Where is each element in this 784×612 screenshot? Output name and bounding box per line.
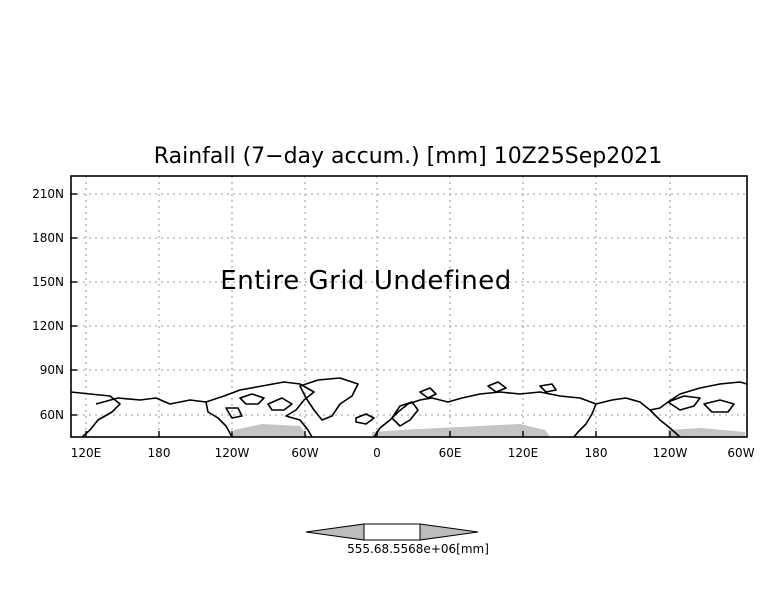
colorbar-left-arrow bbox=[305, 523, 365, 541]
coastline-asia-west bbox=[70, 391, 121, 438]
gridlines bbox=[71, 176, 747, 437]
colorbar-label: 555.68.5568e+06[mm] bbox=[347, 542, 489, 556]
coastline-east-siberia bbox=[595, 381, 748, 411]
colorbar-middle-box bbox=[363, 523, 421, 541]
coastlines bbox=[70, 377, 748, 438]
colorbar-right-arrow bbox=[419, 523, 479, 541]
y-tick-label: 120N bbox=[32, 319, 64, 333]
coastline-east-islands bbox=[667, 395, 735, 413]
y-tick-label: 60N bbox=[40, 408, 64, 422]
land-shading bbox=[232, 424, 745, 437]
land-shade-eurasia bbox=[372, 424, 550, 437]
x-tick-label: 60W bbox=[727, 446, 754, 460]
y-tick-label: 180N bbox=[32, 231, 64, 245]
coastline-svalbard bbox=[419, 381, 557, 399]
y-tick-label: 90N bbox=[40, 363, 64, 377]
x-axis: 120E 180 120W 60W 0 60E 120E 180 120W 60… bbox=[71, 431, 755, 460]
x-tick-label: 60W bbox=[291, 446, 318, 460]
undefined-grid-message: Entire Grid Undefined bbox=[220, 266, 511, 296]
x-tick-label: 120E bbox=[508, 446, 539, 460]
coastline-east-south bbox=[573, 403, 597, 438]
coastline-scandinavia bbox=[391, 401, 419, 427]
coastline-arctic-islands bbox=[225, 393, 293, 419]
land-shade-north-america bbox=[232, 424, 308, 437]
y-tick-label: 210N bbox=[32, 187, 64, 201]
x-tick-label: 180 bbox=[585, 446, 608, 460]
coastline-east-na bbox=[649, 409, 681, 438]
x-tick-label: 120E bbox=[71, 446, 102, 460]
x-tick-label: 120W bbox=[215, 446, 250, 460]
colorbar: 555.68.5568e+06[mm] bbox=[305, 523, 489, 556]
coastline-north-america bbox=[205, 381, 315, 438]
x-tick-label: 120W bbox=[653, 446, 688, 460]
y-tick-label: 150N bbox=[32, 275, 64, 289]
x-tick-label: 0 bbox=[373, 446, 381, 460]
map-title: Rainfall (7−day accum.) [mm] 10Z25Sep202… bbox=[154, 144, 662, 169]
land-shade-east bbox=[668, 428, 745, 437]
coastline-bering bbox=[95, 397, 233, 438]
x-tick-label: 180 bbox=[148, 446, 171, 460]
y-axis: 210N 180N 150N 120N 90N 60N bbox=[32, 187, 77, 422]
coastline-greenland bbox=[299, 377, 359, 421]
map-frame bbox=[70, 175, 748, 438]
coastline-iceland bbox=[355, 413, 375, 425]
x-tick-label: 60E bbox=[439, 446, 462, 460]
